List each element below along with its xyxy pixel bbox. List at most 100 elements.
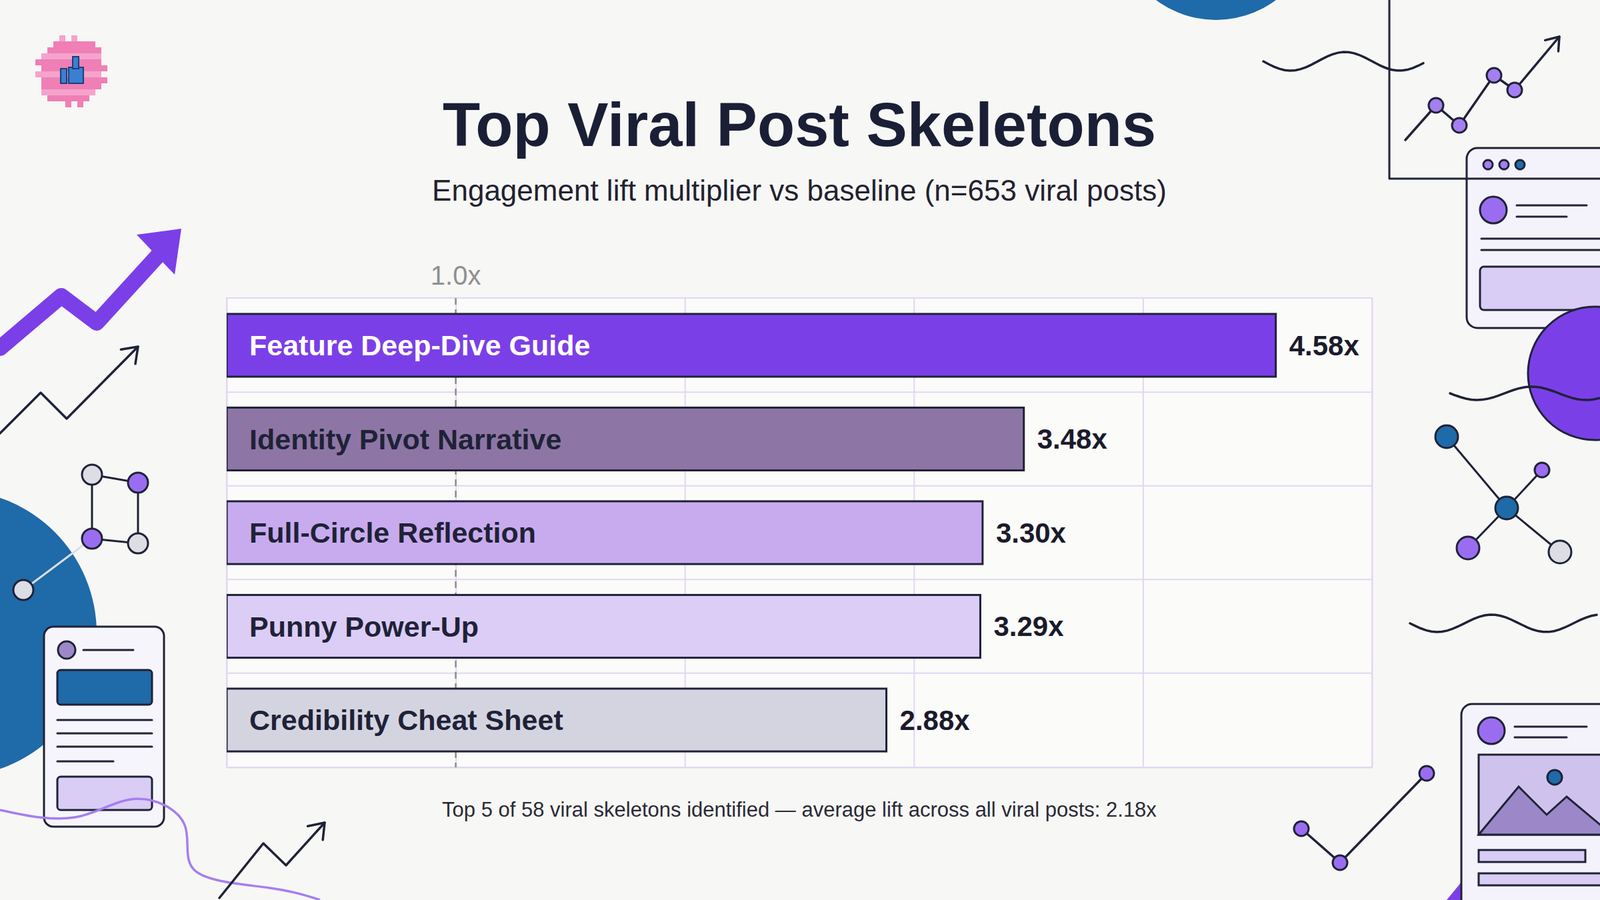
card-line	[1481, 238, 1600, 240]
dot	[1480, 196, 1507, 224]
icon-pixel	[41, 89, 48, 96]
icon-pixel	[65, 95, 72, 102]
icon-pixel	[83, 71, 90, 78]
icon-pixel	[83, 95, 90, 102]
icon-pixel	[47, 59, 54, 66]
background	[0, 0, 1600, 900]
icon-pixel	[77, 101, 84, 108]
icon-pixel	[41, 59, 48, 66]
data-label: 3.29x	[993, 610, 1064, 642]
bar	[226, 688, 887, 752]
circle-shape	[1528, 306, 1600, 440]
category-label: Feature Deep-Dive Guide	[249, 329, 590, 362]
title: Top Viral Post Skeletons	[442, 90, 1156, 159]
icon-pixel	[47, 53, 54, 60]
icon-pixel	[95, 59, 102, 66]
icon-pixel	[101, 77, 108, 84]
card-line	[1514, 736, 1567, 739]
card-line	[57, 760, 114, 763]
icon-pixel	[71, 35, 78, 42]
icon-pixel	[89, 53, 96, 60]
icon-pixel	[89, 77, 96, 84]
icon-pixel	[65, 59, 72, 66]
category-label: Credibility Cheat Sheet	[249, 704, 564, 736]
data-label: 4.58x	[1289, 330, 1360, 362]
grid-line	[1372, 298, 1374, 768]
labels: 1.0xFeature Deep-Dive GuideIdentity Pivo…	[249, 260, 1360, 736]
icon-pixel	[59, 41, 66, 48]
wave	[1450, 386, 1600, 400]
icon-pixel	[53, 47, 60, 54]
arrow-head	[308, 822, 325, 840]
dot	[1507, 82, 1522, 98]
card-line	[57, 719, 152, 722]
icon-pixel	[71, 89, 78, 96]
card-block	[57, 776, 152, 810]
chart-svg: Top Viral Post SkeletonsEngagement lift …	[0, 0, 1600, 900]
icon-pixel	[95, 77, 102, 84]
icon-pixel	[89, 89, 96, 96]
wave	[1263, 52, 1424, 71]
arrow-head	[136, 228, 182, 275]
trend-line	[1405, 36, 1560, 140]
arrow-head	[1545, 36, 1560, 52]
x-axis-line	[227, 767, 1373, 769]
icon-pixel	[83, 41, 90, 48]
icon-pixel	[53, 95, 60, 102]
card	[1461, 704, 1600, 900]
icon-pixel	[47, 83, 54, 90]
icon-pixel	[89, 71, 96, 78]
category-label: Full-Circle Reflection	[249, 516, 536, 549]
icon-pixel	[59, 95, 66, 102]
card-line	[83, 649, 134, 652]
arrow-body	[0, 346, 138, 434]
icon-pixel	[47, 95, 54, 102]
network-node	[1435, 425, 1458, 448]
dot	[1547, 770, 1562, 785]
network-node	[1534, 462, 1550, 478]
icon-pixel	[77, 89, 84, 96]
icon-pixel	[72, 56, 79, 69]
icon-pixel	[47, 65, 54, 72]
curve-shape	[0, 798, 320, 900]
icon-pixel	[47, 71, 54, 78]
icon-pixel	[59, 35, 66, 42]
wave	[1410, 614, 1597, 632]
icon-pixel	[59, 89, 66, 96]
icon-pixel	[83, 53, 90, 60]
icon-pixel	[89, 83, 96, 90]
network-node	[82, 464, 102, 485]
icon-pixel	[89, 41, 96, 48]
icon-pixel	[89, 59, 96, 66]
card-line	[1516, 216, 1567, 218]
icon-pixel	[47, 77, 54, 84]
icon-pixel	[71, 83, 78, 90]
decoration	[0, 0, 1600, 900]
icon-pixel	[53, 83, 60, 90]
icon-pixel	[41, 65, 48, 72]
card-line	[57, 732, 152, 735]
category-label: Identity Pivot Narrative	[249, 423, 562, 456]
network-node	[128, 472, 148, 493]
card-block	[1478, 873, 1600, 886]
plot-frame	[226, 298, 1372, 768]
dot	[1332, 855, 1348, 870]
icon	[35, 35, 108, 108]
icon-pixel	[77, 83, 84, 90]
network-node	[1495, 496, 1518, 520]
icon-pixel	[71, 41, 78, 48]
icon-pixel	[89, 65, 96, 72]
dot	[58, 641, 76, 659]
dot	[1419, 766, 1434, 781]
icon-pixel	[95, 47, 102, 54]
card-line	[1481, 249, 1600, 252]
icon-pixel	[77, 41, 84, 48]
bar	[226, 407, 1024, 470]
arrow-body	[0, 253, 160, 348]
icon-pixel	[41, 53, 48, 60]
icon-pixel	[59, 59, 66, 66]
data-label: 2.88x	[900, 704, 971, 736]
icon-pixel	[68, 67, 84, 84]
icon-pixel	[47, 47, 54, 54]
icon-pixel	[83, 77, 90, 84]
